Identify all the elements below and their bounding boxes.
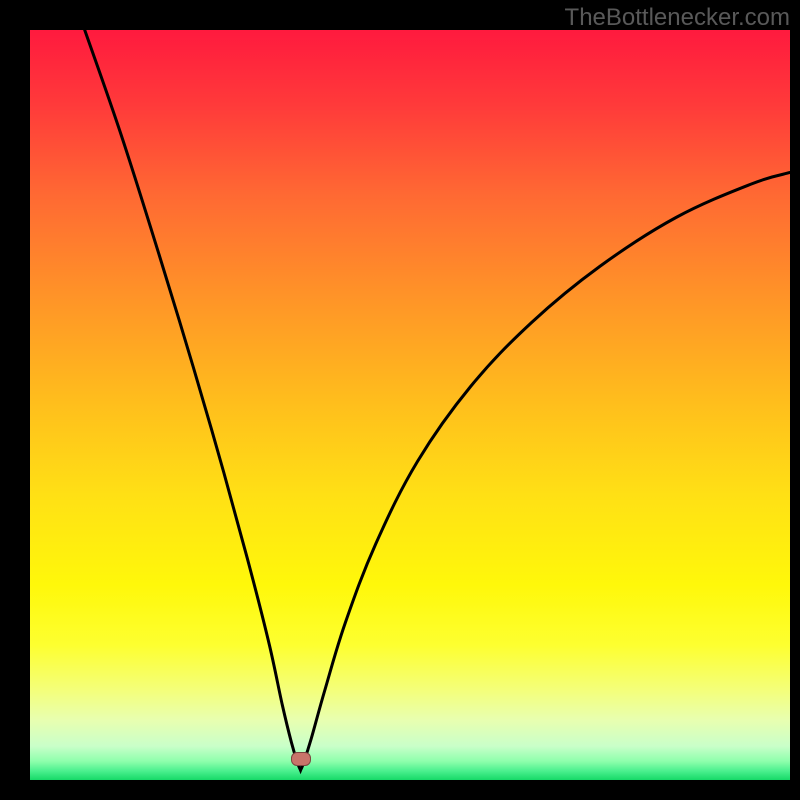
curve-svg	[30, 30, 790, 780]
watermark-text: TheBottlenecker.com	[565, 4, 790, 32]
valley-marker	[291, 752, 311, 766]
bottleneck-curve	[85, 30, 790, 770]
chart-frame: TheBottlenecker.com	[0, 0, 800, 800]
plot-area	[30, 30, 790, 780]
